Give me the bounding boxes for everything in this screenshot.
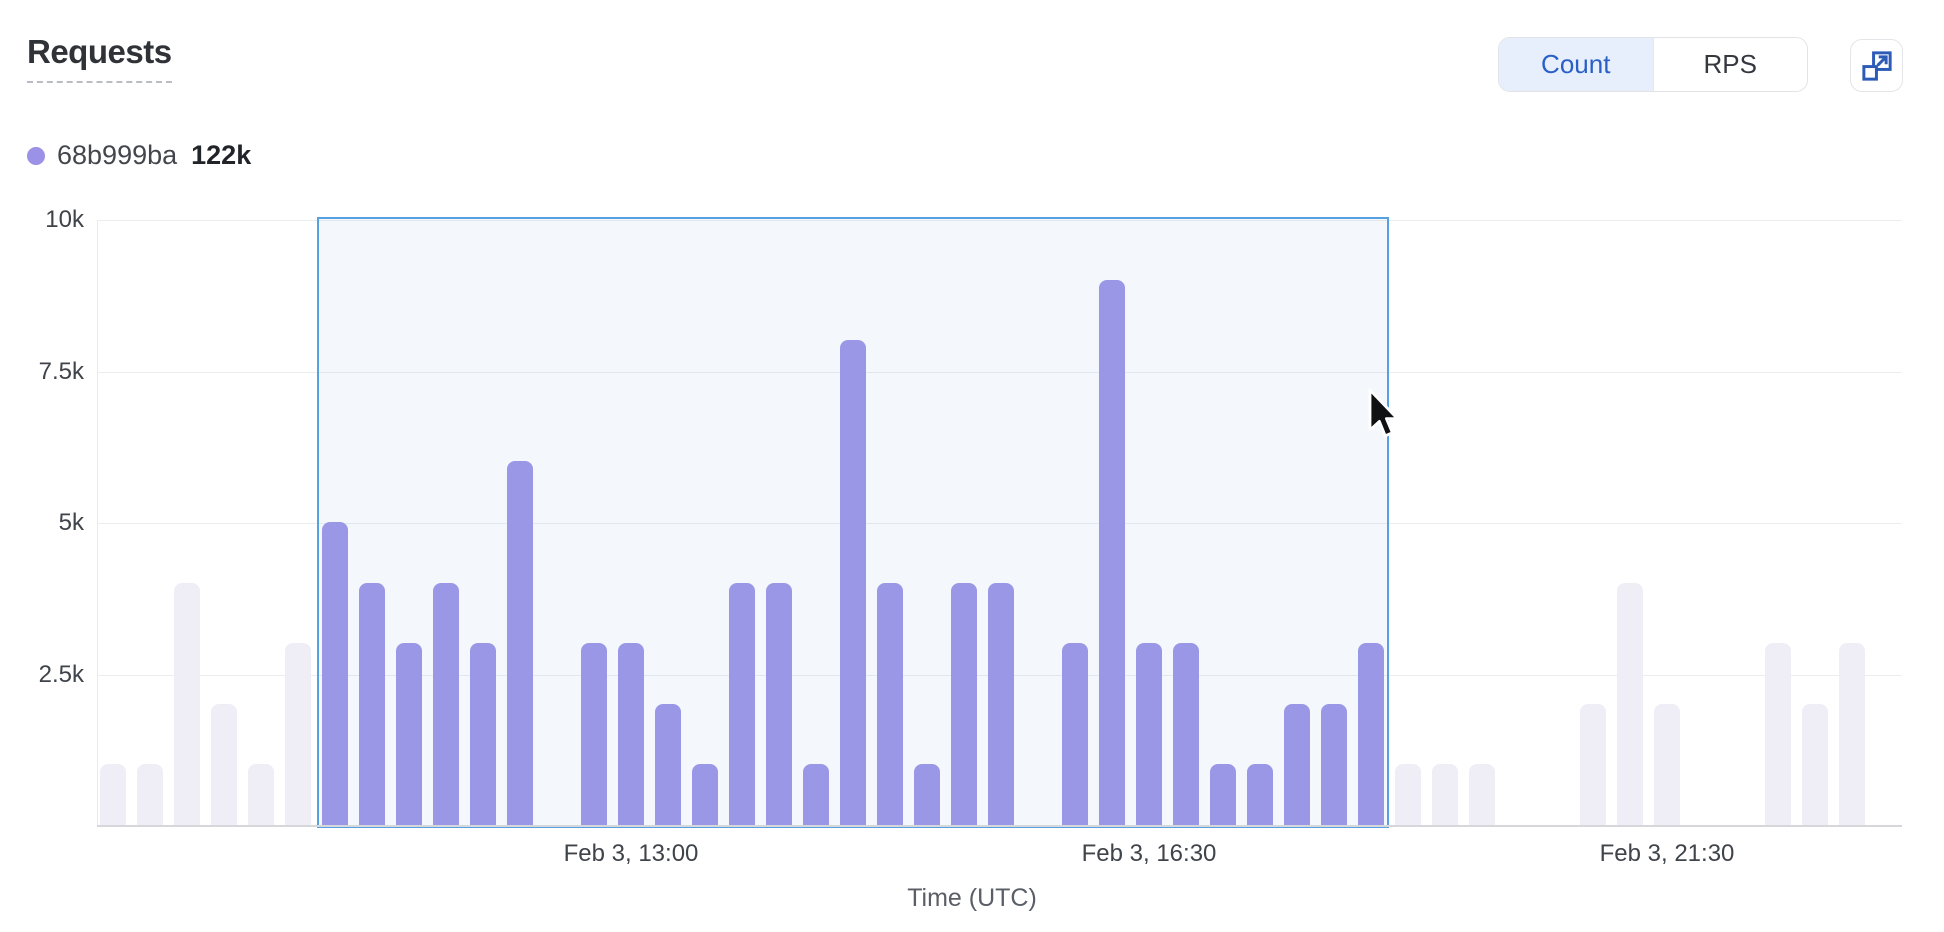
bar[interactable] bbox=[1173, 643, 1199, 825]
bar[interactable] bbox=[322, 522, 348, 825]
legend: 68b999ba 122k bbox=[27, 140, 251, 171]
bar[interactable] bbox=[100, 764, 126, 825]
bar[interactable] bbox=[1358, 643, 1384, 825]
legend-series-total: 122k bbox=[191, 140, 252, 170]
y-tick-label: 5k bbox=[58, 509, 84, 536]
bar[interactable] bbox=[1839, 643, 1865, 825]
bar[interactable] bbox=[1395, 764, 1421, 825]
bar[interactable] bbox=[729, 582, 755, 825]
y-tick-label: 7.5k bbox=[38, 357, 84, 385]
toggle-option-count[interactable]: Count bbox=[1499, 38, 1653, 91]
x-tick-label: Feb 3, 16:30 bbox=[1081, 840, 1217, 867]
legend-series-dot bbox=[27, 146, 45, 165]
bar[interactable] bbox=[1432, 764, 1458, 825]
bar[interactable] bbox=[1210, 764, 1236, 825]
bar[interactable] bbox=[1617, 582, 1643, 825]
bar[interactable] bbox=[507, 461, 533, 825]
toggle-option-rps[interactable]: RPS bbox=[1652, 38, 1807, 91]
unit-toggle: Count RPS bbox=[1498, 37, 1808, 92]
bar[interactable] bbox=[1284, 703, 1310, 825]
bar[interactable] bbox=[211, 703, 237, 825]
expand-button[interactable] bbox=[1850, 39, 1903, 92]
bar[interactable] bbox=[1062, 643, 1088, 825]
bar[interactable] bbox=[988, 582, 1014, 825]
mouse-cursor bbox=[1368, 388, 1399, 438]
bar[interactable] bbox=[618, 643, 644, 825]
bar[interactable] bbox=[433, 582, 459, 825]
expand-icon bbox=[1861, 50, 1892, 81]
bar[interactable] bbox=[1321, 703, 1347, 825]
bar[interactable] bbox=[951, 582, 977, 825]
bar[interactable] bbox=[877, 582, 903, 825]
x-tick-label: Feb 3, 21:30 bbox=[1599, 840, 1735, 867]
bar[interactable] bbox=[1765, 643, 1791, 825]
bar[interactable] bbox=[1802, 703, 1828, 825]
bar[interactable] bbox=[174, 582, 200, 825]
bar[interactable] bbox=[1654, 703, 1680, 825]
bar[interactable] bbox=[137, 764, 163, 825]
bar[interactable] bbox=[914, 764, 940, 825]
bar[interactable] bbox=[692, 764, 718, 825]
bar[interactable] bbox=[396, 643, 422, 825]
x-axis-line bbox=[97, 825, 1902, 827]
bar[interactable] bbox=[1247, 764, 1273, 825]
bar[interactable] bbox=[655, 703, 681, 825]
bar[interactable] bbox=[285, 643, 311, 825]
legend-series-id: 68b999ba bbox=[57, 140, 178, 170]
bar[interactable] bbox=[470, 643, 496, 825]
y-tick-label: 2.5k bbox=[38, 660, 84, 688]
bar[interactable] bbox=[581, 643, 607, 825]
bar[interactable] bbox=[1136, 643, 1162, 825]
bar[interactable] bbox=[840, 340, 866, 825]
bar[interactable] bbox=[803, 764, 829, 825]
x-tick-label: Feb 3, 13:00 bbox=[563, 840, 699, 867]
x-axis-title: Time (UTC) bbox=[907, 884, 1037, 912]
bar[interactable] bbox=[766, 582, 792, 825]
bar[interactable] bbox=[248, 764, 274, 825]
y-tick-label: 10k bbox=[45, 206, 84, 233]
selection-region[interactable] bbox=[317, 217, 1389, 828]
bar[interactable] bbox=[359, 582, 385, 825]
bar[interactable] bbox=[1469, 764, 1495, 825]
page-title: Requests bbox=[27, 33, 172, 83]
chart-plot-area[interactable] bbox=[97, 217, 1902, 828]
bar[interactable] bbox=[1580, 703, 1606, 825]
bar[interactable] bbox=[1099, 279, 1125, 825]
